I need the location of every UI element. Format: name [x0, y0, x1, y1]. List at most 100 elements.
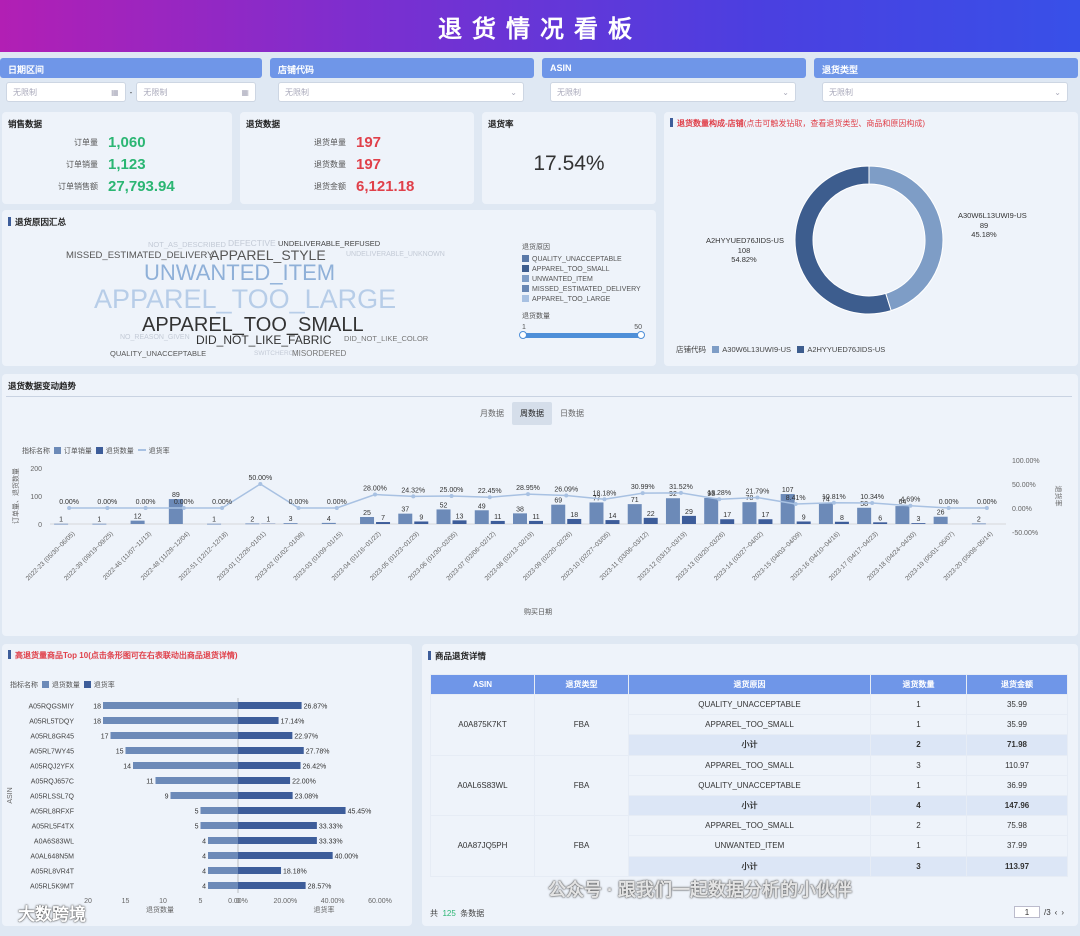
tab-week[interactable]: 周数据 [512, 402, 552, 425]
top10-chart[interactable]: A05RQGSMIY 18 26.87% A05RL5TDQY 18 17.14% A05R… [2, 692, 406, 924]
word[interactable]: SWITCHEROO [254, 350, 299, 357]
word[interactable]: APPAREL_STYLE [210, 247, 326, 263]
bar-orders[interactable] [436, 509, 451, 524]
shop-code-select[interactable]: 无限制 ⌄ [278, 82, 524, 102]
bar-returns[interactable] [758, 519, 773, 524]
donut-slice[interactable] [868, 165, 944, 312]
bar-orders[interactable] [474, 510, 489, 524]
column-header[interactable]: 退货原因 [628, 674, 871, 695]
word[interactable]: UNDELIVERABLE_REFUSED [278, 239, 381, 248]
word[interactable]: UNDELIVERABLE_UNKNOWN [346, 251, 445, 258]
asin-select[interactable]: 无限制 ⌄ [550, 82, 796, 102]
bar-orders[interactable] [589, 502, 604, 524]
bar-return-qty[interactable] [103, 702, 238, 709]
legend-item[interactable]: UNWANTED_ITEM [522, 275, 642, 283]
word[interactable]: DEFECTIVE [228, 238, 276, 248]
bar-return-qty[interactable] [208, 882, 238, 889]
bar-return-rate[interactable] [238, 807, 346, 814]
bar-orders[interactable] [627, 504, 642, 524]
column-header[interactable]: 退货金额 [966, 674, 1068, 695]
word-cloud[interactable]: NOT_AS_DESCRIBED DEFECTIVE UNDELIVERABLE… [2, 230, 502, 366]
bar-return-qty[interactable] [170, 792, 239, 799]
bar-orders[interactable] [92, 523, 107, 525]
donut-chart[interactable]: A30W6L13UWI9-US 89 45.18% A2HYYUED76JIDS… [664, 142, 1064, 342]
range-slider[interactable] [519, 331, 645, 339]
date-end-input[interactable]: 无限制 ▦ [136, 82, 256, 102]
table-row[interactable]: 小计 3 113.97 [431, 855, 1068, 877]
bar-returns[interactable] [452, 520, 467, 524]
legend-item[interactable]: A30W6L13UWI9-US [722, 345, 792, 354]
table-row[interactable]: A0A87JQ5PH FBA APPAREL_TOO_SMALL 2 75.98 [430, 815, 1068, 877]
bar-orders[interactable] [130, 520, 145, 524]
bar-return-rate[interactable] [238, 762, 301, 769]
word[interactable]: MISSED_ESTIMATED_DELIVERY [66, 250, 214, 261]
bar-return-rate[interactable] [238, 822, 317, 829]
bar-returns[interactable] [567, 518, 582, 524]
tab-month[interactable]: 月数据 [480, 409, 504, 418]
bar-orders[interactable] [971, 523, 986, 525]
bar-return-qty[interactable] [208, 837, 238, 844]
legend-item[interactable]: APPAREL_TOO_LARGE [522, 295, 642, 303]
bar-returns[interactable] [414, 521, 429, 524]
bar-return-rate[interactable] [238, 747, 304, 754]
bar-return-qty[interactable] [125, 747, 239, 754]
trend-chart[interactable]: 200 100 0 100.00% 50.00% 0.00% -50.00% 订单量、退货数量… [6, 454, 1072, 634]
word[interactable]: NOT_AS_DESCRIBED [148, 240, 226, 249]
table-row[interactable]: 小计 2 71.98 [431, 734, 1068, 756]
return-type-select[interactable]: 无限制 ⌄ [822, 82, 1068, 102]
bar-orders[interactable] [551, 504, 566, 524]
bar-return-rate[interactable] [238, 852, 333, 859]
legend-item[interactable]: 退货数量 [105, 448, 134, 455]
legend-item[interactable]: QUALITY_UNACCEPTABLE [522, 255, 642, 263]
bar-returns[interactable] [529, 520, 543, 524]
bar-return-rate[interactable] [238, 792, 293, 799]
bar-orders[interactable] [245, 523, 260, 525]
table-row[interactable]: A0AL6S83WL FBA APPAREL_TOO_SMALL 3 110.97 [430, 754, 1068, 817]
bar-orders[interactable] [857, 507, 872, 524]
bar-return-qty[interactable] [200, 807, 239, 814]
bar-returns[interactable] [834, 521, 849, 524]
word[interactable]: APPAREL_TOO_LARGE [94, 284, 397, 314]
bar-returns[interactable] [376, 522, 391, 524]
bar-return-rate[interactable] [238, 777, 291, 784]
tab-day[interactable]: 日数据 [560, 409, 584, 418]
column-header[interactable]: 退货类型 [534, 674, 629, 695]
donut-slice[interactable] [794, 165, 892, 315]
bar-return-qty[interactable] [208, 867, 238, 874]
word[interactable]: DID_NOT_LIKE_FABRIC [196, 333, 332, 347]
bar-return-rate[interactable] [238, 837, 317, 844]
word[interactable]: NO_REASON_GIVEN [120, 334, 190, 341]
bar-returns[interactable] [720, 519, 735, 524]
bar-returns[interactable] [490, 520, 505, 524]
bar-orders[interactable] [895, 506, 910, 524]
bar-orders[interactable] [283, 523, 298, 524]
bar-orders[interactable] [513, 513, 527, 524]
bar-orders[interactable] [321, 522, 336, 524]
bar-return-rate[interactable] [238, 867, 282, 874]
legend-item[interactable]: 退货率 [148, 448, 170, 455]
bar-return-rate[interactable] [238, 732, 293, 739]
word[interactable]: APPAREL_TOO_SMALL [142, 314, 364, 336]
legend-item[interactable]: MISSED_ESTIMATED_DELIVERY [522, 285, 642, 293]
bar-return-qty[interactable] [208, 852, 238, 859]
bar-returns[interactable] [911, 523, 926, 524]
bar-orders[interactable] [54, 523, 69, 525]
bar-returns[interactable] [796, 521, 811, 524]
bar-orders[interactable] [360, 517, 375, 524]
bar-orders[interactable] [665, 498, 680, 524]
page-input[interactable]: 1 [1013, 906, 1040, 918]
bar-orders[interactable] [742, 502, 757, 524]
column-header[interactable]: ASIN [430, 674, 535, 695]
bar-return-qty[interactable] [133, 762, 238, 769]
bar-orders[interactable] [933, 516, 948, 524]
bar-returns[interactable] [873, 522, 888, 524]
bar-returns[interactable] [681, 515, 696, 524]
next-page-icon[interactable]: › [1061, 907, 1064, 917]
legend-item[interactable]: 退货率 [93, 682, 115, 689]
legend-item[interactable]: 退货数量 [51, 682, 80, 689]
bar-return-rate[interactable] [238, 882, 306, 889]
bar-orders[interactable] [398, 513, 413, 524]
bar-return-rate[interactable] [238, 702, 302, 709]
legend-item[interactable]: 订单销量 [63, 448, 92, 455]
bar-return-qty[interactable] [103, 717, 238, 724]
